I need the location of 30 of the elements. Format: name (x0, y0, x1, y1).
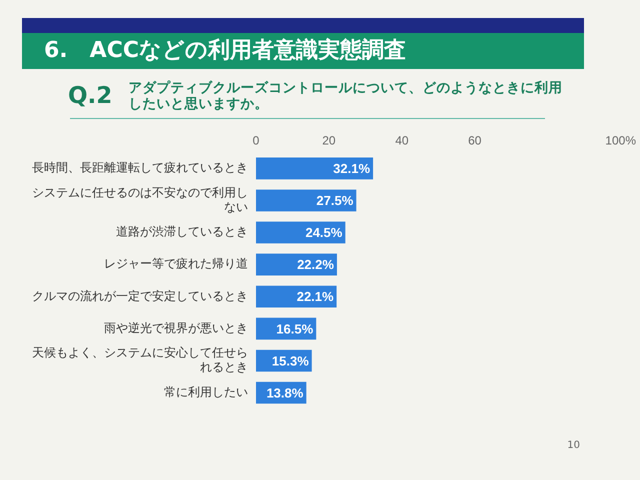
x-tick-label: 40 (395, 134, 409, 148)
chart-title: 6. ACCなどの利用者意識実態調査 (44, 38, 406, 64)
title-banner: 6. ACCなどの利用者意識実態調査 (22, 33, 584, 69)
y-tick-label: クルマの流れが一定で安定しているとき (32, 288, 248, 303)
y-tick-label: 道路が渋滞しているとき (116, 224, 248, 239)
data-label: 24.5% (305, 225, 343, 240)
y-tick-label: 天候もよく、システムに安心して任せられるとき (32, 346, 248, 374)
chart-subtitle: Q.2 アダプティブクルーズコントロールについて、どのようなときに利用したいと思いますか。 (68, 80, 564, 112)
bar (256, 286, 337, 308)
x-tick-label: 60 (468, 134, 482, 148)
bar (256, 158, 374, 180)
data-label: 13.8% (266, 385, 304, 400)
data-label: 27.5% (316, 193, 354, 208)
bar (256, 222, 346, 244)
data-label: 16.5% (276, 321, 314, 336)
data-label: 22.1% (296, 289, 334, 304)
data-label: 22.2% (297, 257, 334, 272)
data-label: 32.1% (333, 161, 370, 176)
y-tick-label: 常に利用したい (164, 384, 248, 399)
text: 10 (567, 440, 580, 451)
bar (256, 254, 337, 276)
y-tick-label: 雨や逆光で視界が悪いとき (104, 320, 248, 335)
data-label: 15.3% (272, 353, 310, 368)
x-tick-label: 100% (605, 134, 636, 148)
x-tick-label: 0 (252, 134, 260, 148)
y-tick-label: レジャー等で疲れた帰り道 (104, 256, 248, 271)
y-tick-label: 長時間、長距離運転して疲れているとき (32, 160, 248, 175)
bar (256, 190, 356, 212)
y-tick-label: システムに任せるのは不安なので利用しない (32, 185, 248, 214)
x-tick-label: 20 (322, 134, 336, 148)
